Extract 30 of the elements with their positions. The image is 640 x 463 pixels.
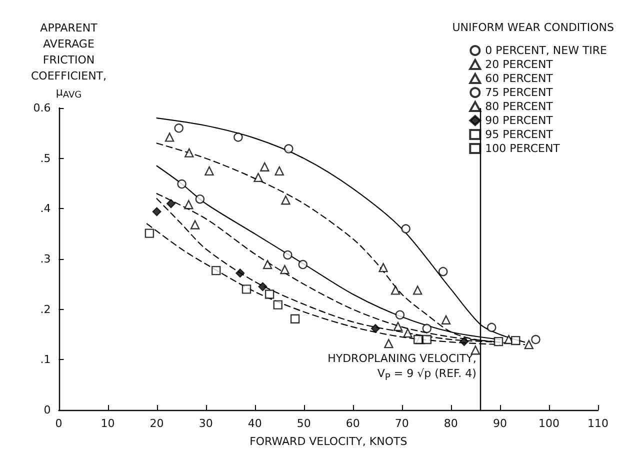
y-tick-label: 0.6 [33,102,51,114]
y-tick-label: .3 [40,252,51,266]
x-tick-label: 90 [492,417,507,430]
legend-title: UNIFORM WEAR CONDITIONS [452,21,614,34]
x-tick-label: 0 [55,417,62,430]
x-tick-label: 110 [588,417,608,430]
x-tick-label: 80 [444,417,458,430]
x-tick-label: 50 [296,417,311,430]
x-tick-label: 30 [198,417,213,430]
y-tick-label: 0 [44,404,51,416]
y-tick-label: .5 [40,152,51,165]
x-tick-label: 100 [538,417,560,430]
x-tick-label: 20 [150,417,164,430]
y-tick-label: .4 [40,202,51,216]
annotation: HYDROPLANING VELOCITY, V$_{P}$ = 9 √p (REF. 4) [328,351,476,386]
legend-label: 80 PERCENT [485,100,554,113]
x-tick-label: 40 [248,417,262,430]
legend-label: 95 PERCENT [485,128,554,141]
legend-label: 100 PERCENT [485,142,560,155]
y-tick-label: .2 [40,302,51,316]
x-tick-label: 10 [100,417,115,430]
legend-label: 90 PERCENT [485,114,554,127]
legend-label: 20 PERCENT [485,58,554,71]
legend-label: 60 PERCENT [485,72,554,85]
x-axis-title: FORWARD VELOCITY, KNOTS [250,435,408,448]
legend-label: 0 PERCENT, NEW TIRE [485,44,608,57]
y-tick-label: .1 [40,353,51,366]
x-tick-label: 70 [394,417,409,430]
legend-label: 75 PERCENT [485,86,554,99]
x-tick-label: 60 [346,417,360,430]
